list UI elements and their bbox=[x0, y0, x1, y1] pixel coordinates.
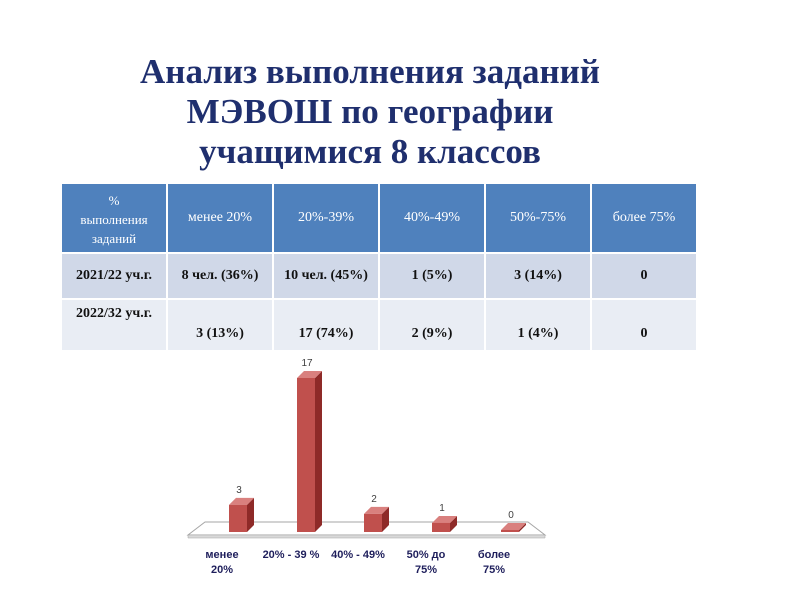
table-header-cell: менее 20% bbox=[166, 182, 274, 254]
row-label: 2022/32 уч.г. bbox=[60, 298, 168, 352]
table-cell: 3 (13%) bbox=[166, 298, 274, 352]
table-header-cell: 40%-49% bbox=[378, 182, 486, 254]
category-label: более 75% bbox=[478, 549, 510, 576]
table-cell: 0 bbox=[590, 298, 698, 352]
data-label: 0 bbox=[508, 510, 514, 521]
table-cell: 2 (9%) bbox=[378, 298, 486, 352]
table-header-cell: более 75% bbox=[590, 182, 698, 254]
data-label: 3 bbox=[236, 485, 242, 496]
table-header-row: % выполнения заданий менее 20% 20%-39% 4… bbox=[60, 182, 698, 254]
bar bbox=[432, 522, 450, 532]
bar-side bbox=[315, 371, 322, 532]
category-label: 40% - 49% bbox=[331, 549, 385, 561]
chart-floor-edge bbox=[187, 534, 546, 539]
bar-side bbox=[247, 497, 254, 532]
data-label: 17 bbox=[301, 358, 313, 369]
results-table: % выполнения заданий менее 20% 20%-39% 4… bbox=[60, 182, 698, 352]
bar-side bbox=[450, 515, 457, 532]
table-header-percent: % выполнения заданий bbox=[60, 182, 168, 254]
table-header-cell: 20%-39% bbox=[272, 182, 380, 254]
page-title: Анализ выполнения заданий МЭВОШ по геогр… bbox=[0, 52, 740, 172]
bar bbox=[297, 378, 315, 532]
table-row: 2021/22 уч.г. 8 чел. (36%) 10 чел. (45%)… bbox=[60, 252, 698, 300]
bar-top bbox=[297, 371, 322, 378]
table-cell: 0 bbox=[590, 252, 698, 300]
table-cell: 1 (5%) bbox=[378, 252, 486, 300]
bar bbox=[364, 513, 382, 532]
bar-top bbox=[432, 515, 457, 523]
bar bbox=[229, 504, 247, 532]
bar-top bbox=[229, 497, 254, 505]
table-cell: 10 чел. (45%) bbox=[272, 252, 380, 300]
bar-top bbox=[501, 523, 526, 530]
title-line-1: Анализ выполнения заданий bbox=[140, 52, 600, 91]
table-cell: 8 чел. (36%) bbox=[166, 252, 274, 300]
row-label: 2021/22 уч.г. bbox=[60, 252, 168, 300]
table-cell: 1 (4%) bbox=[484, 298, 592, 352]
category-label: менее 20% bbox=[205, 549, 238, 576]
table-row: 2022/32 уч.г. 3 (13%) 17 (74%) 2 (9%) 1 … bbox=[60, 298, 698, 352]
data-label: 2 bbox=[371, 494, 377, 505]
title-line-3: учащимися 8 классов bbox=[199, 132, 541, 171]
table-cell: 3 (14%) bbox=[484, 252, 592, 300]
bar-side bbox=[382, 506, 389, 532]
category-label: 50% до 75% bbox=[407, 549, 446, 576]
bar-chart: 3 17 2 1 0 менее 20% 20% - 39 % 40% - 49% 50% до 7… bbox=[186, 358, 547, 576]
category-label: 20% - 39 % bbox=[263, 549, 320, 561]
table-header-cell: 50%-75% bbox=[484, 182, 592, 254]
data-label: 1 bbox=[439, 503, 445, 514]
title-line-2: МЭВОШ по географии bbox=[186, 92, 554, 131]
bar-side bbox=[519, 523, 526, 532]
bar-top bbox=[364, 506, 389, 514]
bar bbox=[501, 530, 519, 532]
table-cell: 17 (74%) bbox=[272, 298, 380, 352]
